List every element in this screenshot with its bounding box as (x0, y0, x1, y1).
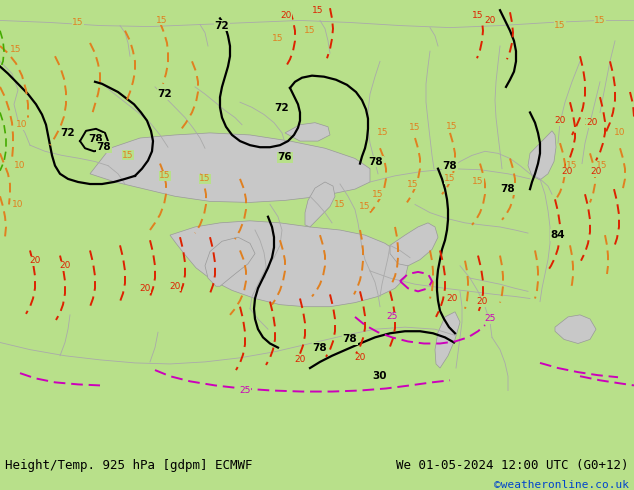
Text: 10: 10 (12, 200, 23, 209)
Text: 15: 15 (359, 202, 371, 211)
Text: 15: 15 (156, 16, 168, 25)
Text: 15: 15 (334, 200, 346, 209)
Text: 15: 15 (554, 21, 566, 30)
Polygon shape (435, 312, 460, 368)
Text: 10: 10 (16, 120, 28, 129)
Text: 15: 15 (472, 11, 484, 20)
Text: 15: 15 (596, 161, 608, 170)
Text: 20: 20 (554, 116, 566, 125)
Text: 20: 20 (446, 294, 458, 303)
Text: Height/Temp. 925 hPa [gdpm] ECMWF: Height/Temp. 925 hPa [gdpm] ECMWF (5, 459, 252, 471)
Text: 10: 10 (614, 128, 626, 137)
Text: 15: 15 (159, 172, 171, 180)
Text: 15: 15 (313, 6, 324, 15)
Text: 20: 20 (484, 16, 496, 25)
Text: 20: 20 (139, 284, 151, 293)
Text: 15: 15 (304, 26, 316, 35)
Text: 15: 15 (407, 179, 418, 189)
Text: 15: 15 (272, 34, 284, 43)
Text: 10: 10 (14, 161, 26, 170)
Text: 25: 25 (484, 315, 496, 323)
Polygon shape (285, 122, 330, 141)
Text: 84: 84 (551, 230, 566, 240)
Text: 20: 20 (169, 282, 181, 291)
Text: 15: 15 (410, 123, 421, 132)
Text: 25: 25 (239, 386, 250, 395)
Text: 15: 15 (472, 177, 484, 187)
Text: 72: 72 (158, 89, 172, 99)
Text: 15: 15 (72, 18, 84, 27)
Text: 72: 72 (275, 103, 289, 113)
Text: We 01-05-2024 12:00 UTC (G0+12): We 01-05-2024 12:00 UTC (G0+12) (396, 459, 629, 471)
Text: 20: 20 (561, 167, 573, 176)
Text: 20: 20 (60, 261, 70, 270)
Text: 25: 25 (386, 313, 398, 321)
Text: 72: 72 (61, 128, 75, 138)
Text: 30: 30 (373, 371, 387, 381)
Polygon shape (528, 131, 556, 180)
Text: ©weatheronline.co.uk: ©weatheronline.co.uk (494, 480, 629, 490)
Text: 15: 15 (10, 45, 22, 53)
Text: 78: 78 (443, 161, 457, 171)
Text: 15: 15 (594, 16, 605, 25)
Text: 20: 20 (29, 256, 41, 265)
Text: 78: 78 (313, 343, 327, 353)
Text: 20: 20 (354, 353, 366, 362)
Text: 20: 20 (280, 11, 292, 20)
Text: 78: 78 (369, 156, 384, 167)
Text: 20: 20 (590, 167, 602, 176)
Polygon shape (555, 315, 596, 343)
Text: 78: 78 (501, 184, 515, 194)
Text: 20: 20 (294, 355, 306, 365)
Text: 15: 15 (377, 128, 389, 137)
Text: 78: 78 (343, 334, 358, 344)
Polygon shape (170, 221, 408, 307)
Text: 78: 78 (97, 142, 112, 152)
Text: 20: 20 (586, 118, 598, 127)
Text: 15: 15 (446, 122, 458, 131)
Text: 15: 15 (122, 151, 134, 160)
Text: 15: 15 (199, 174, 210, 183)
Text: 15: 15 (444, 174, 456, 183)
Text: 20: 20 (476, 297, 488, 306)
Polygon shape (305, 182, 335, 227)
Text: 72: 72 (215, 21, 230, 30)
Text: 15: 15 (566, 161, 578, 170)
Text: 10: 10 (585, 118, 596, 127)
Polygon shape (390, 223, 438, 266)
Text: 15: 15 (372, 190, 384, 199)
Polygon shape (90, 133, 370, 202)
Text: 78: 78 (89, 134, 103, 144)
Text: 76: 76 (278, 152, 292, 163)
Polygon shape (205, 237, 255, 286)
